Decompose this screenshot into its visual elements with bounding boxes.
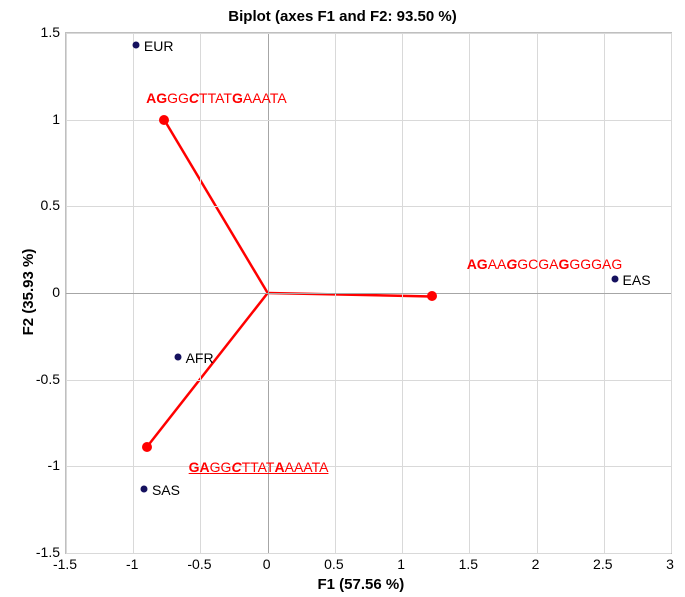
y-tick-label: 1.5 [30,24,60,40]
vector-endpoint [427,291,437,301]
population-point [132,42,139,49]
y-gridline [66,293,671,294]
y-tick-label: 0.5 [30,197,60,213]
x-tick-label: 0 [263,556,271,572]
y-gridline [66,466,671,467]
y-tick-label: -1.5 [30,544,60,560]
vector-label: GAGGCTTATAAAATA [189,459,329,475]
vector-endpoint [159,115,169,125]
plot-area: AGGGCTTATGAAATA AGAAGGCGAGGGGAG GAGGCTTATA… [65,32,672,554]
biplot-chart: Biplot (axes F1 and F2: 93.50 %) AGGGCTT… [0,0,685,597]
y-gridline [66,380,671,381]
population-label: EUR [144,38,174,54]
x-tick-label: 2 [532,556,540,572]
vector-label: AGGGCTTATGAAATA [146,90,287,106]
chart-title: Biplot (axes F1 and F2: 93.50 %) [0,8,685,25]
population-label: EAS [623,272,651,288]
x-gridline [671,33,672,553]
x-tick-label: 0.5 [324,556,343,572]
population-point [174,354,181,361]
y-tick-label: 1 [30,111,60,127]
x-tick-label: 2.5 [593,556,612,572]
population-label: AFR [186,350,214,366]
y-tick-label: 0 [30,284,60,300]
y-gridline [66,553,671,554]
vector-endpoint [142,442,152,452]
x-tick-label: 3 [666,556,674,572]
y-gridline [66,120,671,121]
population-point [140,485,147,492]
x-axis-label: F1 (57.56 %) [318,576,405,593]
population-point [611,276,618,283]
vector-line [147,293,268,447]
y-gridline [66,206,671,207]
x-tick-label: -1 [126,556,138,572]
x-tick-label: 1.5 [459,556,478,572]
x-tick-label: 1 [397,556,405,572]
y-gridline [66,33,671,34]
x-tick-label: -0.5 [187,556,211,572]
population-label: SAS [152,482,180,498]
y-tick-label: -0.5 [30,371,60,387]
y-tick-label: -1 [30,457,60,473]
vector-label: AGAAGGCGAGGGGAG [467,256,623,272]
